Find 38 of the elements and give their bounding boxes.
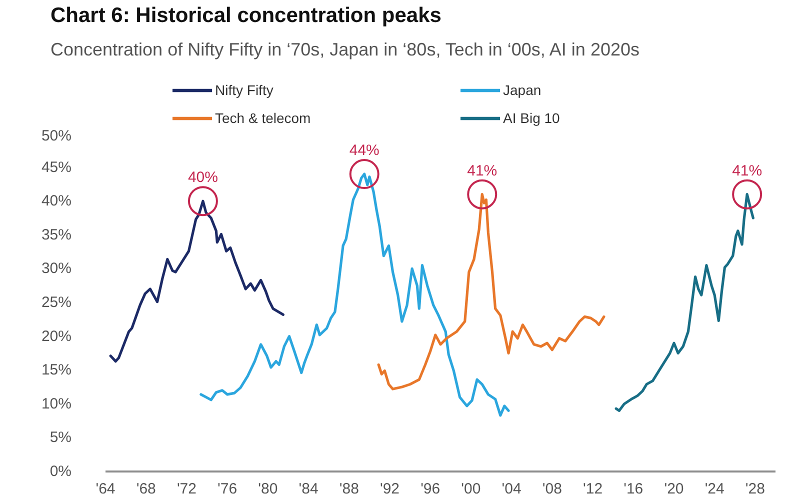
chart-title: Chart 6: Historical concentration peaks bbox=[50, 4, 442, 27]
annotation: 40% bbox=[188, 169, 218, 186]
y-tick-label: 35% bbox=[41, 226, 72, 244]
y-tick-label: 40% bbox=[41, 192, 72, 210]
y-tick-label: 20% bbox=[41, 328, 72, 345]
legend-label: Japan bbox=[503, 81, 542, 99]
annotation: 44% bbox=[349, 142, 380, 160]
annotation: 41% bbox=[732, 162, 762, 180]
x-tick-label: '04 bbox=[502, 480, 522, 498]
y-tick-label: 10% bbox=[41, 395, 72, 412]
x-tick-label: '20 bbox=[664, 480, 684, 498]
x-tick-label: '68 bbox=[136, 480, 156, 498]
y-tick-label: 5% bbox=[50, 429, 72, 446]
x-tick-label: '80 bbox=[258, 480, 278, 498]
y-tick-label: 50% bbox=[41, 128, 72, 144]
x-tick-label: '00 bbox=[461, 480, 481, 498]
x-tick-label: '72 bbox=[176, 480, 196, 498]
x-tick-label: '24 bbox=[704, 480, 724, 498]
legend-label: AI Big 10 bbox=[503, 109, 561, 127]
chart-subtitle: Concentration of Nifty Fifty in ‘70s, Japan in ‘80s, Tech in ‘00s, AI in 2020s bbox=[50, 40, 640, 60]
x-tick-label: '88 bbox=[339, 480, 359, 498]
y-tick-label: 30% bbox=[41, 260, 72, 278]
legend-label: Nifty Fifty bbox=[215, 81, 274, 99]
x-tick-label: '76 bbox=[218, 480, 238, 498]
annotation: 41% bbox=[467, 162, 498, 180]
y-tick-label: 45% bbox=[41, 158, 72, 176]
x-tick-label: '96 bbox=[420, 480, 440, 498]
x-tick-label: '08 bbox=[542, 480, 562, 498]
y-tick-label: 15% bbox=[41, 362, 72, 379]
y-tick-label: 0% bbox=[50, 463, 72, 480]
x-tick-label: '64 bbox=[96, 480, 116, 498]
legend-label: Tech & telecom bbox=[215, 109, 312, 127]
x-tick-label: '12 bbox=[583, 480, 603, 498]
x-tick-label: '28 bbox=[745, 480, 765, 498]
x-tick-label: '92 bbox=[380, 480, 400, 498]
x-tick-label: '16 bbox=[624, 480, 644, 498]
x-tick-label: '84 bbox=[298, 480, 318, 498]
y-tick-label: 25% bbox=[41, 294, 72, 311]
